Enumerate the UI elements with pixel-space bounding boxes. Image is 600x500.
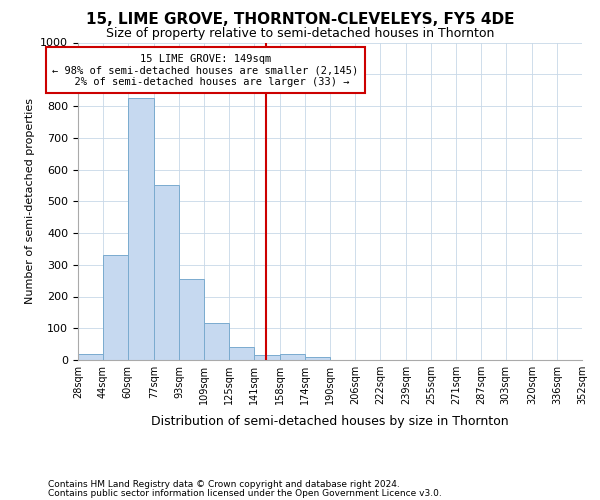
Bar (179, 279, 204, 360)
Bar (204, 324, 229, 360)
Text: 15, LIME GROVE, THORNTON-CLEVELEYS, FY5 4DE: 15, LIME GROVE, THORNTON-CLEVELEYS, FY5 … (86, 12, 514, 28)
Text: Size of property relative to semi-detached houses in Thornton: Size of property relative to semi-detach… (106, 28, 494, 40)
Text: Contains HM Land Registry data © Crown copyright and database right 2024.: Contains HM Land Registry data © Crown c… (48, 480, 400, 489)
Bar (254, 355, 280, 360)
Bar (128, 98, 154, 360)
Y-axis label: Number of semi-detached properties: Number of semi-detached properties (25, 98, 35, 304)
Text: Contains public sector information licensed under the Open Government Licence v3: Contains public sector information licen… (48, 488, 442, 498)
X-axis label: Distribution of semi-detached houses by size in Thornton: Distribution of semi-detached houses by … (151, 416, 509, 428)
Bar (78, 354, 103, 360)
Bar (305, 357, 330, 360)
Text: 15 LIME GROVE: 149sqm
← 98% of semi-detached houses are smaller (2,145)
  2% of : 15 LIME GROVE: 149sqm ← 98% of semi-deta… (52, 54, 359, 87)
Bar (103, 255, 128, 360)
Bar (280, 354, 305, 360)
Bar (154, 186, 179, 360)
Bar (229, 348, 254, 360)
